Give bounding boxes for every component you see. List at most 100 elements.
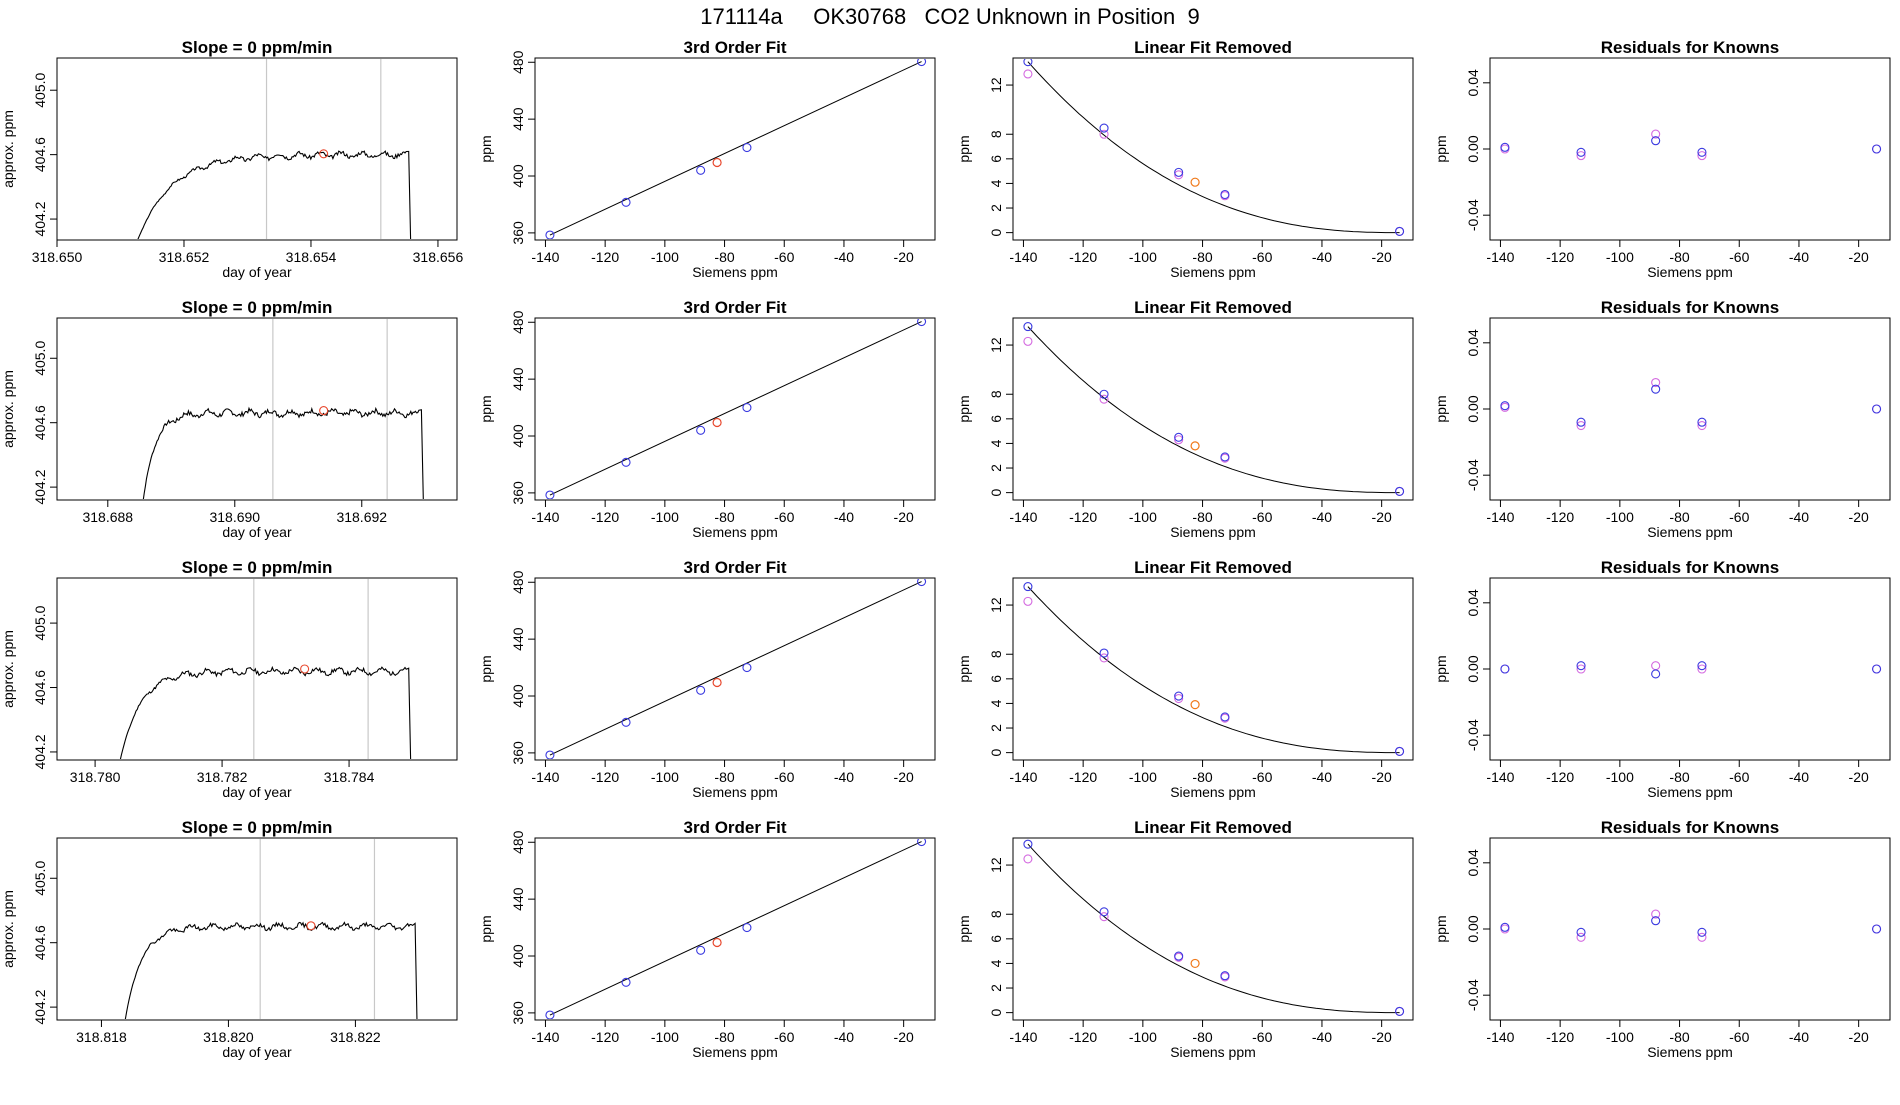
x-tick-label: -140 xyxy=(531,1029,559,1045)
y-tick-label: 360 xyxy=(510,221,526,245)
x-tick-label: -60 xyxy=(1729,509,1749,525)
y-tick-label: 2 xyxy=(988,724,1004,732)
y-tick-label: 440 xyxy=(510,627,526,651)
y-tick-label: 6 xyxy=(988,155,1004,163)
y-tick-label: 404.6 xyxy=(32,405,48,440)
x-axis-label: Siemens ppm xyxy=(1647,524,1733,540)
known-point-alt xyxy=(1576,664,1586,674)
x-axis-label: day of year xyxy=(222,784,292,800)
panel-title: Linear Fit Removed xyxy=(1134,818,1292,837)
x-axis-label: Siemens ppm xyxy=(692,1044,778,1060)
known-point xyxy=(1220,971,1230,981)
panel-title: Residuals for Knowns xyxy=(1601,818,1780,837)
known-point-alt xyxy=(1697,664,1707,674)
x-tick-label: -120 xyxy=(1546,249,1574,265)
known-point-alt xyxy=(1099,912,1109,922)
known-point xyxy=(1500,664,1510,674)
x-tick-label: -20 xyxy=(894,769,914,785)
x-tick-label: 318.650 xyxy=(32,249,83,265)
mean-marker-point xyxy=(300,664,310,674)
known-point xyxy=(1651,669,1661,679)
y-tick-label: 440 xyxy=(510,367,526,391)
x-tick-label: 318.656 xyxy=(413,249,464,265)
x-axis-label: Siemens ppm xyxy=(1170,524,1256,540)
panel-title: Linear Fit Removed xyxy=(1134,558,1292,577)
known-point xyxy=(1872,664,1882,674)
known-point xyxy=(1576,417,1586,427)
plot-area xyxy=(1500,909,1882,942)
x-tick-label: -100 xyxy=(1606,509,1634,525)
known-point xyxy=(1576,661,1586,671)
plot-frame xyxy=(1489,837,1891,1021)
x-tick-label: -100 xyxy=(1129,249,1157,265)
plot-frame xyxy=(534,577,936,761)
x-tick-label: -20 xyxy=(1849,249,1869,265)
y-tick-label: 2 xyxy=(988,464,1004,472)
y-tick-label: 6 xyxy=(988,415,1004,423)
panel-title: 3rd Order Fit xyxy=(684,818,787,837)
known-point xyxy=(1500,401,1510,411)
known-point-alt xyxy=(1023,596,1033,606)
x-tick-label: -80 xyxy=(1192,769,1212,785)
y-tick-label: 12 xyxy=(988,857,1004,873)
x-tick-label: -80 xyxy=(1192,509,1212,525)
y-tick-label: 0 xyxy=(988,1009,1004,1017)
x-tick-label: -80 xyxy=(714,769,734,785)
y-tick-label: -0.04 xyxy=(1465,459,1481,491)
known-point-alt xyxy=(1651,129,1661,139)
x-tick-label: -60 xyxy=(1252,769,1272,785)
fit-line xyxy=(549,581,922,756)
panel-title: 3rd Order Fit xyxy=(684,38,787,57)
x-tick-label: -60 xyxy=(774,509,794,525)
y-tick-label: 404.6 xyxy=(32,137,48,172)
plot-frame xyxy=(534,317,936,501)
known-point xyxy=(1099,648,1109,658)
y-axis-label: ppm xyxy=(956,915,972,942)
x-tick-label: -60 xyxy=(1729,249,1749,265)
y-tick-label: 440 xyxy=(510,887,526,911)
known-point xyxy=(1651,136,1661,146)
known-point-alt xyxy=(1651,909,1661,919)
y-axis-label: approx. ppm xyxy=(0,630,16,708)
x-tick-label: -140 xyxy=(1486,249,1514,265)
x-tick-label: -40 xyxy=(1789,1029,1809,1045)
y-axis-label: ppm xyxy=(478,135,494,162)
known-point xyxy=(917,59,927,67)
y-tick-label: 405.0 xyxy=(32,861,48,896)
known-point xyxy=(1500,922,1510,932)
known-point xyxy=(1174,432,1184,442)
x-tick-label: -60 xyxy=(1252,509,1272,525)
panel-title: Residuals for Knowns xyxy=(1601,38,1780,57)
plot-area xyxy=(142,319,424,499)
plot-frame xyxy=(534,57,936,241)
x-axis-label: Siemens ppm xyxy=(692,524,778,540)
y-tick-label: 6 xyxy=(988,675,1004,683)
known-point-alt xyxy=(1576,420,1586,431)
x-tick-label: -120 xyxy=(591,509,619,525)
known-point xyxy=(696,685,706,695)
fit-curve xyxy=(1027,61,1400,234)
x-tick-label: -100 xyxy=(1129,1029,1157,1045)
plot-area xyxy=(545,839,927,1019)
y-tick-label: 0.04 xyxy=(1465,329,1481,356)
x-tick-label: -40 xyxy=(1312,249,1332,265)
plot-frame xyxy=(1012,577,1414,761)
x-tick-label: -80 xyxy=(1669,509,1689,525)
y-tick-label: 405.0 xyxy=(32,341,48,376)
x-axis-label: Siemens ppm xyxy=(1170,784,1256,800)
unknown-point xyxy=(1190,958,1200,969)
plot-area xyxy=(1023,582,1405,756)
y-axis-label: ppm xyxy=(1433,655,1449,682)
y-tick-label: 8 xyxy=(988,650,1004,658)
y-axis-label: approx. ppm xyxy=(0,890,16,968)
panel-r4-c4: Residuals for Knowns -140 -120 -100 -80 -60 -4… xyxy=(1433,818,1891,1060)
known-point xyxy=(1697,147,1707,157)
panel-title: Residuals for Knowns xyxy=(1601,298,1780,317)
x-tick-label: -40 xyxy=(1312,509,1332,525)
y-tick-label: 0 xyxy=(988,229,1004,237)
panel-r3-c3: Linear Fit Removed -140 -120 -100 -80 -60 -40 -… xyxy=(956,558,1414,800)
known-point-alt xyxy=(1023,336,1033,346)
x-tick-label: -100 xyxy=(1606,249,1634,265)
known-point xyxy=(1220,712,1230,722)
